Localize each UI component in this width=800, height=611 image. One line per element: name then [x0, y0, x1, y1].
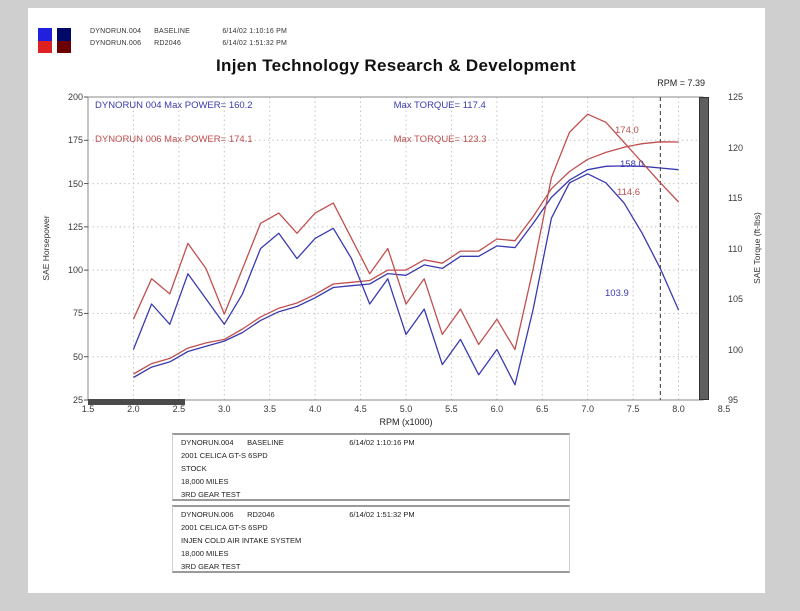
y-left-tick-100: 100: [67, 265, 83, 276]
run2-vehicle: 2001 CELICA GT-S 6SPD: [181, 523, 268, 532]
run-color-swatch-2: [57, 28, 71, 53]
cursor-value-label-2: 158.0: [620, 159, 644, 170]
y-right-tick-95: 95: [728, 395, 739, 405]
run1-name: DYNORUN.004: [181, 438, 234, 447]
run2-gear-test: 3RD GEAR TEST: [181, 562, 241, 571]
x-tick-7.5: 7.5: [626, 404, 640, 414]
y-right-tick-125: 125: [728, 92, 744, 102]
run-info-box-2: DYNORUN.006 RD2046 6/14/02 1:51:32 PM 20…: [172, 505, 570, 573]
legend-run-row-1: DYNORUN.004 BASELINE 6/14/02 1:10:16 PM: [90, 28, 287, 35]
swatch1-top: [38, 28, 52, 41]
page-title: Injen Technology Research & Development: [216, 56, 576, 75]
run2-header-row: DYNORUN.006 RD2046 6/14/02 1:51:32 PM: [181, 510, 415, 519]
x-axis-label: RPM (x1000): [379, 417, 433, 427]
run1-datetime: 6/14/02 1:10:16 PM: [349, 438, 415, 447]
horizontal-scrollbar-thumb[interactable]: [88, 399, 185, 405]
swatch1-bottom: [38, 40, 52, 53]
run1-modification: STOCK: [181, 464, 207, 473]
x-tick-3.5: 3.5: [263, 404, 276, 414]
legend-run1-name: DYNORUN.004: [90, 28, 142, 35]
cursor-value-label-4: 103.9: [605, 288, 629, 299]
legend-run2-name: DYNORUN.006: [90, 40, 142, 47]
x-tick-4.5: 4.5: [354, 404, 367, 414]
annotation-run-004-power: DYNORUN 004 Max POWER= 160.2: [95, 100, 253, 111]
y-left-tick-175: 175: [67, 135, 83, 146]
y-left-tick-50: 50: [72, 351, 83, 362]
x-tick-3.0: 3.0: [218, 404, 231, 414]
x-tick-4.0: 4.0: [308, 404, 322, 414]
legend-run2-tag: RD2046: [154, 40, 182, 47]
legend-run1-tag: BASELINE: [154, 28, 190, 35]
run1-gear-test: 3RD GEAR TEST: [181, 490, 241, 499]
x-tick-6.0: 6.0: [490, 404, 504, 414]
y-axis-right-label: SAE Torque (ft-lbs): [752, 212, 762, 284]
run-color-swatch-1: [38, 28, 52, 53]
run1-header-row: DYNORUN.004 BASELINE 6/14/02 1:10:16 PM: [181, 438, 415, 447]
run2-datetime: 6/14/02 1:51:32 PM: [349, 510, 415, 519]
x-tick-6.5: 6.5: [536, 404, 549, 414]
run2-mileage: 18,000 MILES: [181, 549, 229, 558]
y-right-tick-120: 120: [728, 142, 744, 153]
cursor-value-label-1: 174.0: [615, 125, 639, 136]
y-left-tick-150: 150: [67, 178, 83, 189]
x-tick-5.0: 5.0: [399, 404, 413, 414]
annotation-run-006-power: DYNORUN 006 Max POWER= 174.1: [95, 134, 253, 145]
x-tick-8.5: 8.5: [717, 404, 731, 414]
y-left-tick-25: 25: [72, 395, 83, 405]
annotation-run-006: DYNORUN 006 Max POWER= 174.1 Max TORQUE=…: [95, 134, 486, 145]
annotation-run-004-torque: Max TORQUE= 117.4: [393, 100, 486, 111]
run-info-box-1: DYNORUN.004 BASELINE 6/14/02 1:10:16 PM …: [172, 433, 570, 501]
cursor-value-label-3: 114.6: [617, 187, 641, 198]
legend-run-row-2: DYNORUN.006 RD2046 6/14/02 1:51:32 PM: [90, 40, 287, 47]
x-tick-5.5: 5.5: [445, 404, 458, 414]
swatch2-top: [57, 28, 71, 41]
y-right-tick-100: 100: [728, 344, 744, 355]
run1-tag: BASELINE: [247, 438, 284, 447]
x-tick-2.0: 2.0: [127, 404, 140, 414]
cursor-rpm-readout: RPM = 7.39: [657, 78, 705, 88]
y-left-tick-200: 200: [67, 92, 83, 102]
y-right-tick-110: 110: [728, 243, 743, 254]
legend-run1-datetime: 6/14/02 1:10:16 PM: [222, 28, 288, 35]
y-left-tick-125: 125: [67, 221, 83, 232]
run2-modification: INJEN COLD AIR INTAKE SYSTEM: [181, 536, 302, 545]
x-tick-7.0: 7.0: [581, 404, 594, 414]
x-tick-2.5: 2.5: [172, 404, 186, 414]
vertical-scrollbar[interactable]: [699, 97, 709, 400]
y-right-tick-105: 105: [728, 294, 744, 304]
x-tick-8.0: 8.0: [672, 404, 685, 414]
y-right-tick-115: 115: [728, 193, 743, 203]
x-tick-1.5: 1.5: [81, 404, 95, 414]
y-left-tick-75: 75: [72, 308, 83, 319]
annotation-run-004: DYNORUN 004 Max POWER= 160.2 Max TORQUE=…: [95, 100, 486, 111]
run2-tag: RD2046: [247, 510, 275, 519]
run1-mileage: 18,000 MILES: [181, 477, 229, 486]
annotation-run-006-torque: Max TORQUE= 123.3: [393, 134, 487, 145]
run1-vehicle: 2001 CELICA GT-S 6SPD: [181, 451, 268, 460]
legend-run2-datetime: 6/14/02 1:51:32 PM: [222, 40, 288, 47]
y-axis-left-label: SAE Horsepower: [41, 215, 51, 281]
swatch2-bottom: [57, 40, 71, 53]
run2-name: DYNORUN.006: [181, 510, 234, 519]
